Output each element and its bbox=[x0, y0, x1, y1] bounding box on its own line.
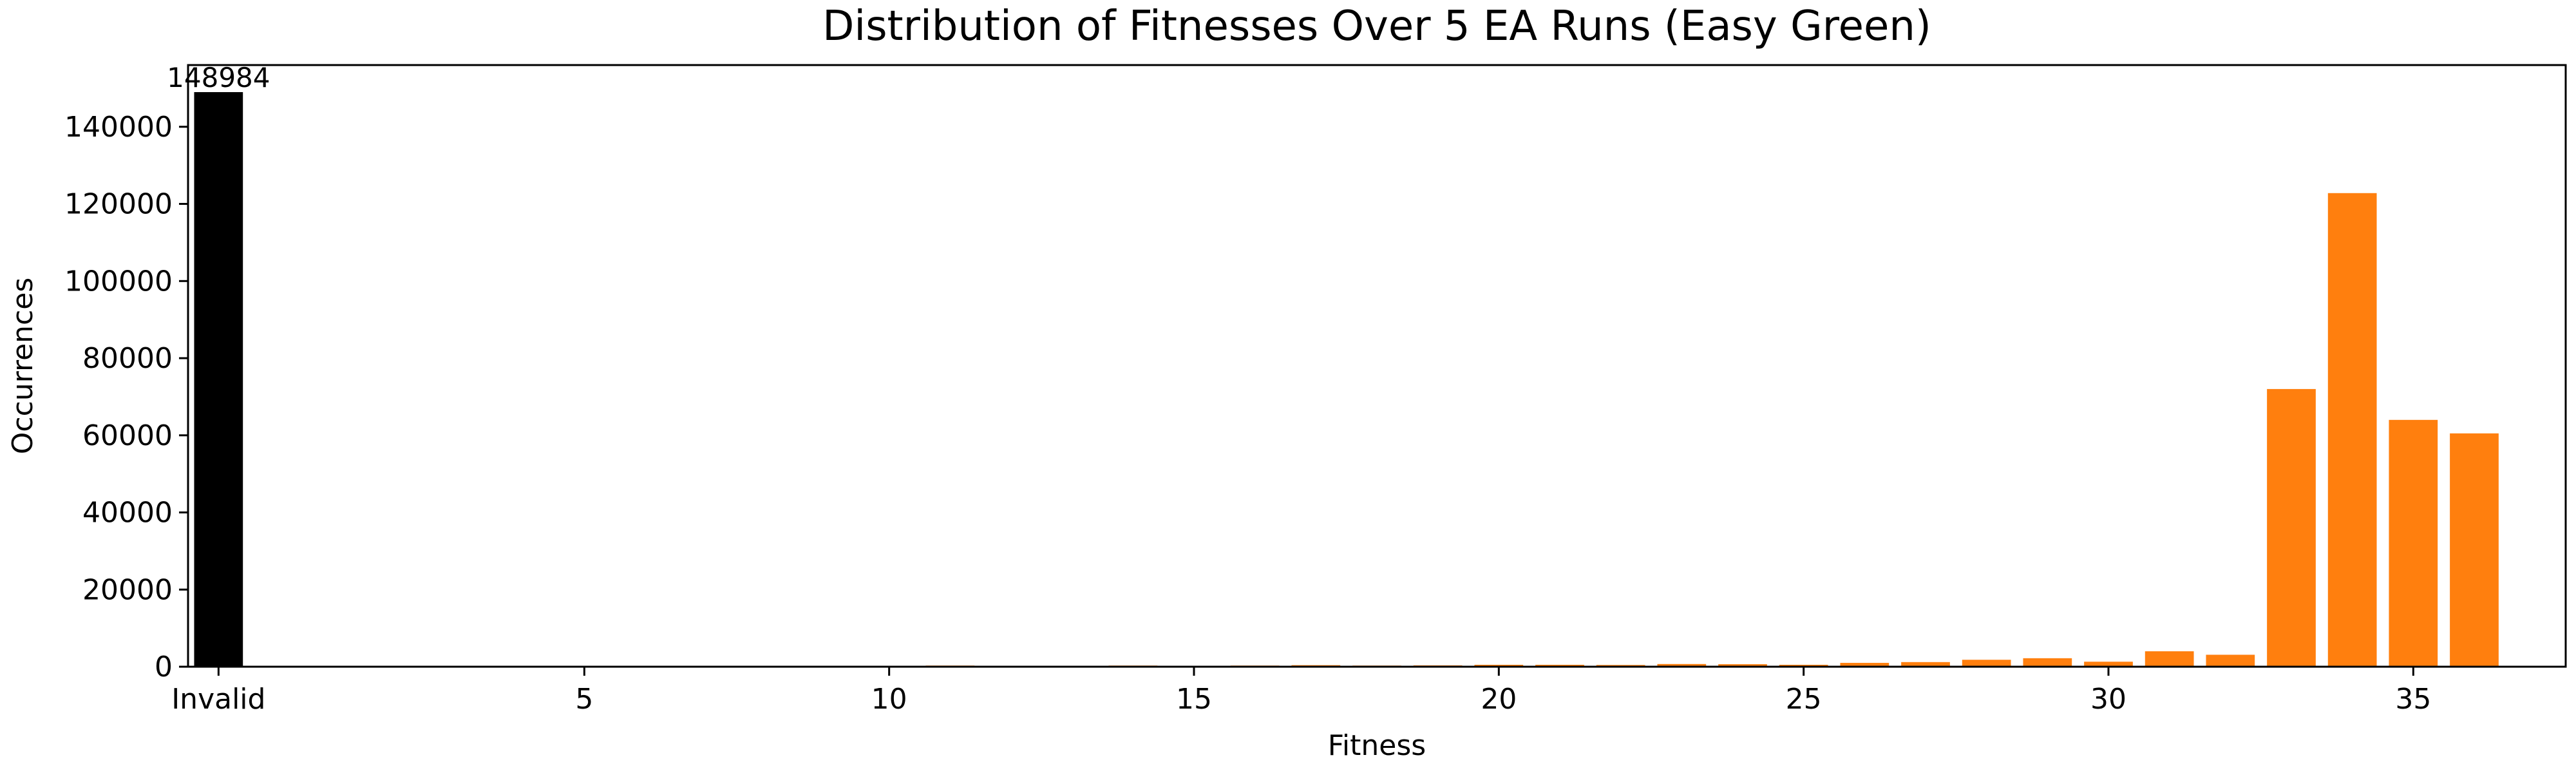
y-tick-label: 20000 bbox=[82, 573, 173, 606]
plot-frame bbox=[187, 64, 2567, 668]
y-tick-label: 60000 bbox=[82, 419, 173, 452]
x-tick-label: 35 bbox=[2395, 683, 2431, 716]
y-tick-label: 80000 bbox=[82, 342, 173, 375]
y-axis-label: Occurrences bbox=[6, 278, 39, 454]
bar-fitness-35 bbox=[2327, 193, 2377, 667]
x-tick-label: 25 bbox=[1786, 683, 1822, 716]
bar-fitness-32 bbox=[2145, 651, 2194, 667]
bar-fitness-24 bbox=[1657, 663, 1707, 667]
bar-fitness-25 bbox=[1718, 664, 1767, 667]
x-axis-label: Fitness bbox=[1328, 729, 1426, 762]
x-tick-label: 5 bbox=[575, 683, 593, 716]
bar-fitness-31 bbox=[2084, 662, 2133, 667]
y-tick-label: 120000 bbox=[64, 188, 173, 221]
x-tick-label: 20 bbox=[1481, 683, 1517, 716]
x-tick-label: Invalid bbox=[171, 683, 265, 716]
bar-fitness-30 bbox=[2023, 658, 2072, 667]
bar-value-label: 148984 bbox=[167, 62, 270, 93]
y-tick-label: 0 bbox=[155, 651, 173, 683]
x-axis: Invalid 5 10 15 20 25 30 35 bbox=[171, 667, 2431, 716]
bar-invalid bbox=[194, 92, 243, 667]
y-tick-label: 100000 bbox=[64, 265, 173, 298]
bar-annotations: 148984 bbox=[167, 62, 270, 93]
x-tick-label: 15 bbox=[1176, 683, 1212, 716]
bar-fitness-33 bbox=[2206, 654, 2255, 667]
chart-title: Distribution of Fitnesses Over 5 EA Runs… bbox=[822, 3, 1931, 50]
bar-fitness-36 bbox=[2389, 419, 2438, 667]
y-tick-label: 40000 bbox=[82, 497, 173, 530]
bar-fitness-28 bbox=[1901, 662, 1950, 667]
y-tick-label: 140000 bbox=[64, 111, 173, 144]
x-tick-label: 10 bbox=[871, 683, 907, 716]
y-axis: 0 20000 40000 60000 80000 100000 120000 140000 bbox=[64, 111, 188, 683]
bar-fitness-29 bbox=[1962, 660, 2011, 667]
bar-fitness-37 bbox=[2450, 433, 2499, 667]
bar-fitness-27 bbox=[1840, 663, 1889, 667]
x-tick-label: 30 bbox=[2090, 683, 2126, 716]
bar-fitness-34 bbox=[2267, 388, 2316, 667]
